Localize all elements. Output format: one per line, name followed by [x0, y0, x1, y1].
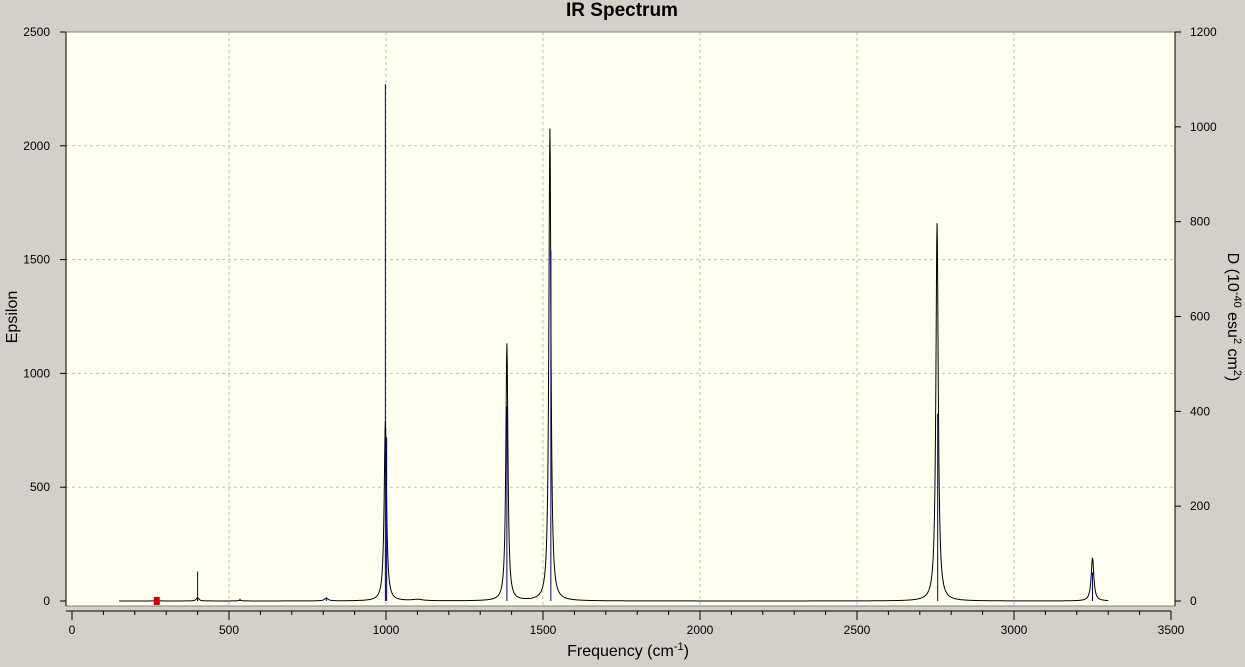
marker-layer — [153, 597, 160, 605]
spectrum-layer — [119, 128, 1109, 602]
x-axis-label-end: ) — [684, 643, 689, 660]
x-tick-label: 3500 — [1158, 623, 1185, 637]
y-left-tick-label: 500 — [30, 480, 50, 494]
position-marker — [153, 597, 160, 605]
x-tick-label: 1500 — [530, 623, 557, 637]
y-right-tick-label: 200 — [1190, 499, 1210, 513]
x-axis-label-main: Frequency (cm — [567, 643, 674, 660]
y-axis-right: 0 200 400 600 800 1000 1200 — [1174, 25, 1217, 608]
x-axis-label: Frequency (cm-1) — [567, 641, 689, 660]
y-axis-right-label: D (10-40 esu2 cm2) — [1224, 253, 1243, 382]
y-axis-right-label-c: cm — [1224, 344, 1241, 370]
y-left-tick-label: 0 — [43, 594, 50, 608]
x-tick-label: 500 — [219, 623, 239, 637]
y-right-tick-label: 400 — [1190, 404, 1210, 418]
y-axis-left-label: Epsilon — [4, 291, 21, 343]
y-axis-right-label-sup1: -40 — [1231, 292, 1243, 308]
x-tick-label: 1000 — [373, 623, 400, 637]
x-tick-label: 2500 — [844, 623, 871, 637]
stick-layer — [156, 84, 1093, 601]
y-right-tick-label: 0 — [1190, 594, 1197, 608]
y-axis-left: 0 500 1000 1500 2000 2500 — [23, 25, 67, 608]
y-right-tick-label: 1200 — [1190, 25, 1217, 39]
plot-area — [66, 32, 1175, 606]
y-axis-right-label-sup3: 2 — [1231, 370, 1243, 376]
x-tick-label: 0 — [69, 623, 76, 637]
x-axis: 0 500 1000 1500 2000 2500 3000 3500 — [66, 610, 1185, 637]
y-left-tick-label: 2500 — [23, 25, 50, 39]
y-axis-right-label-sup2: 2 — [1231, 338, 1243, 344]
y-right-tick-label: 800 — [1190, 215, 1210, 229]
x-tick-label: 3000 — [1001, 623, 1028, 637]
chart-title: IR Spectrum — [566, 0, 678, 21]
y-axis-right-label-d: ) — [1224, 376, 1241, 381]
y-left-tick-label: 1000 — [23, 366, 50, 380]
y-axis-right-label-b: esu — [1224, 308, 1241, 338]
x-tick-label: 2000 — [687, 623, 714, 637]
x-axis-label-sup: -1 — [674, 641, 684, 653]
y-right-tick-label: 600 — [1190, 310, 1210, 324]
y-right-tick-label: 1000 — [1190, 120, 1217, 134]
y-left-tick-label: 2000 — [23, 139, 50, 153]
y-axis-right-label-a: D (10 — [1224, 253, 1241, 292]
y-left-tick-label: 1500 — [23, 253, 50, 267]
spectrum-line — [119, 128, 1109, 602]
